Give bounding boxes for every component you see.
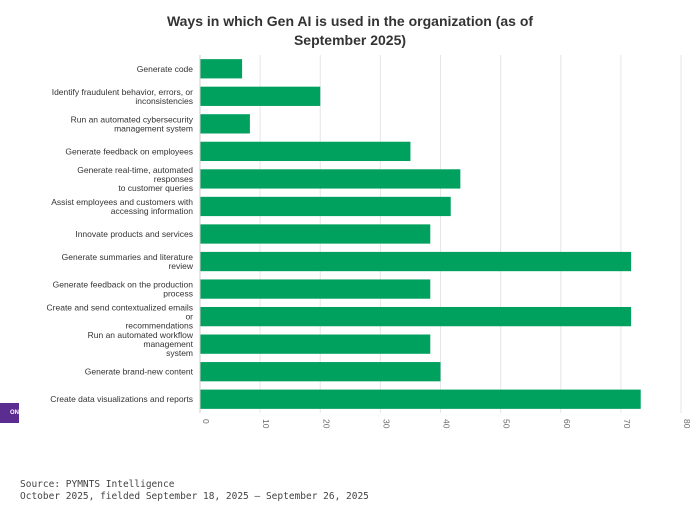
category-label: Create data visualizations and reports xyxy=(50,394,193,404)
category-label: Run an automated workflow management syste… xyxy=(88,330,194,358)
category-label: Generate feedback on employees xyxy=(65,146,193,156)
category-label: Innovate products and services xyxy=(75,229,193,239)
category-label: Create and send contextualized emails or r… xyxy=(47,303,194,331)
category-label: Identify fraudulent behavior, errors, or… xyxy=(52,87,193,106)
brand-badge: ON xyxy=(0,403,19,423)
chart-title: Ways in which Gen AI is used in the orga… xyxy=(166,13,534,48)
source-note: Source: PYMNTS Intelligence xyxy=(20,479,175,490)
x-tick-label: 20 xyxy=(321,419,331,429)
bar xyxy=(200,86,321,106)
category-label: Generate feedback on the production proce… xyxy=(53,280,194,299)
category-label: Generate summaries and literature review xyxy=(62,252,194,271)
bar xyxy=(200,114,250,134)
bar xyxy=(200,141,411,162)
bar xyxy=(200,196,451,217)
fielded-note: October 2025, fielded September 18, 2025… xyxy=(20,491,369,502)
category-label: Assist employees and customers with acces… xyxy=(51,197,193,216)
category-label: Generate real-time, automated responses to… xyxy=(77,165,193,193)
x-tick-label: 60 xyxy=(562,419,572,429)
x-tick-label: 30 xyxy=(381,419,391,429)
x-tick-label: 10 xyxy=(261,419,271,429)
x-tick-label: 80 xyxy=(682,419,692,429)
category-label: Run an automated cybersecurity management… xyxy=(71,114,194,133)
bar xyxy=(200,389,641,409)
bar xyxy=(200,334,431,354)
x-tick-label: 0 xyxy=(201,419,211,424)
bar xyxy=(200,306,632,327)
bar xyxy=(200,59,243,79)
bar xyxy=(200,279,431,299)
bar xyxy=(200,224,431,244)
x-tick-label: 70 xyxy=(622,419,632,429)
category-label: Generate code xyxy=(137,64,194,74)
bar xyxy=(200,362,441,382)
bar xyxy=(200,169,461,189)
x-tick-label: 40 xyxy=(442,419,452,429)
category-label: Generate brand-new content xyxy=(85,367,194,377)
x-tick-label: 50 xyxy=(502,419,512,429)
bar xyxy=(200,251,632,272)
